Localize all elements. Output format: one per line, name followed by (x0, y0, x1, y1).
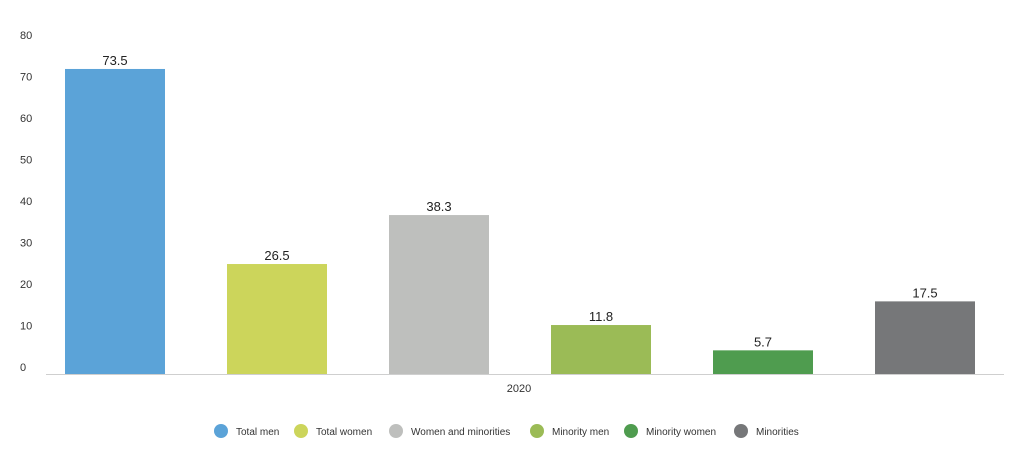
bar (389, 215, 489, 374)
bar (875, 301, 975, 374)
legend-item: Total men (214, 424, 279, 438)
legend-item: Minority men (530, 424, 609, 438)
legend-label: Total men (236, 427, 279, 438)
legend-label: Minorities (756, 427, 799, 438)
bar-value-label: 11.8 (589, 309, 613, 324)
legend-item: Total women (294, 424, 372, 438)
y-axis-ticks: 0 10 20 30 40 50 60 70 80 (20, 30, 32, 374)
bars-group (65, 68, 975, 374)
bar (227, 264, 327, 374)
bar-value-label: 17.5 (912, 285, 937, 300)
legend-item: Women and minorities (389, 424, 510, 438)
bar-value-label: 5.7 (754, 334, 772, 349)
legend-swatch (530, 424, 544, 438)
y-tick-label: 80 (20, 30, 32, 42)
y-tick-label: 50 (20, 155, 32, 167)
bar-value-label: 38.3 (426, 199, 451, 214)
legend-swatch (734, 424, 748, 438)
legend: Total men Total women Women and minorities… (214, 424, 799, 438)
y-tick-label: 40 (20, 196, 32, 208)
legend-swatch (214, 424, 228, 438)
legend-swatch (624, 424, 638, 438)
legend-swatch (389, 424, 403, 438)
legend-item: Minorities (734, 424, 799, 438)
y-tick-label: 70 (20, 72, 32, 84)
bar-value-label: 26.5 (264, 248, 289, 263)
y-tick-label: 60 (20, 113, 32, 125)
bar (551, 325, 651, 374)
legend-item: Minority women (624, 424, 716, 438)
legend-label: Total women (316, 427, 372, 438)
data-labels-group: 73.5 26.5 38.3 11.8 5.7 17.5 (102, 53, 937, 349)
legend-swatch (294, 424, 308, 438)
y-tick-label: 0 (20, 362, 26, 374)
x-axis-category-label: 2020 (507, 383, 531, 395)
y-tick-label: 20 (20, 279, 32, 291)
bar-value-label: 73.5 (102, 53, 127, 68)
bar (65, 68, 165, 374)
bar (713, 350, 813, 374)
y-tick-label: 10 (20, 321, 32, 333)
legend-label: Minority women (646, 427, 716, 438)
y-tick-label: 30 (20, 238, 32, 250)
legend-label: Women and minorities (411, 427, 510, 438)
legend-label: Minority men (552, 427, 609, 438)
